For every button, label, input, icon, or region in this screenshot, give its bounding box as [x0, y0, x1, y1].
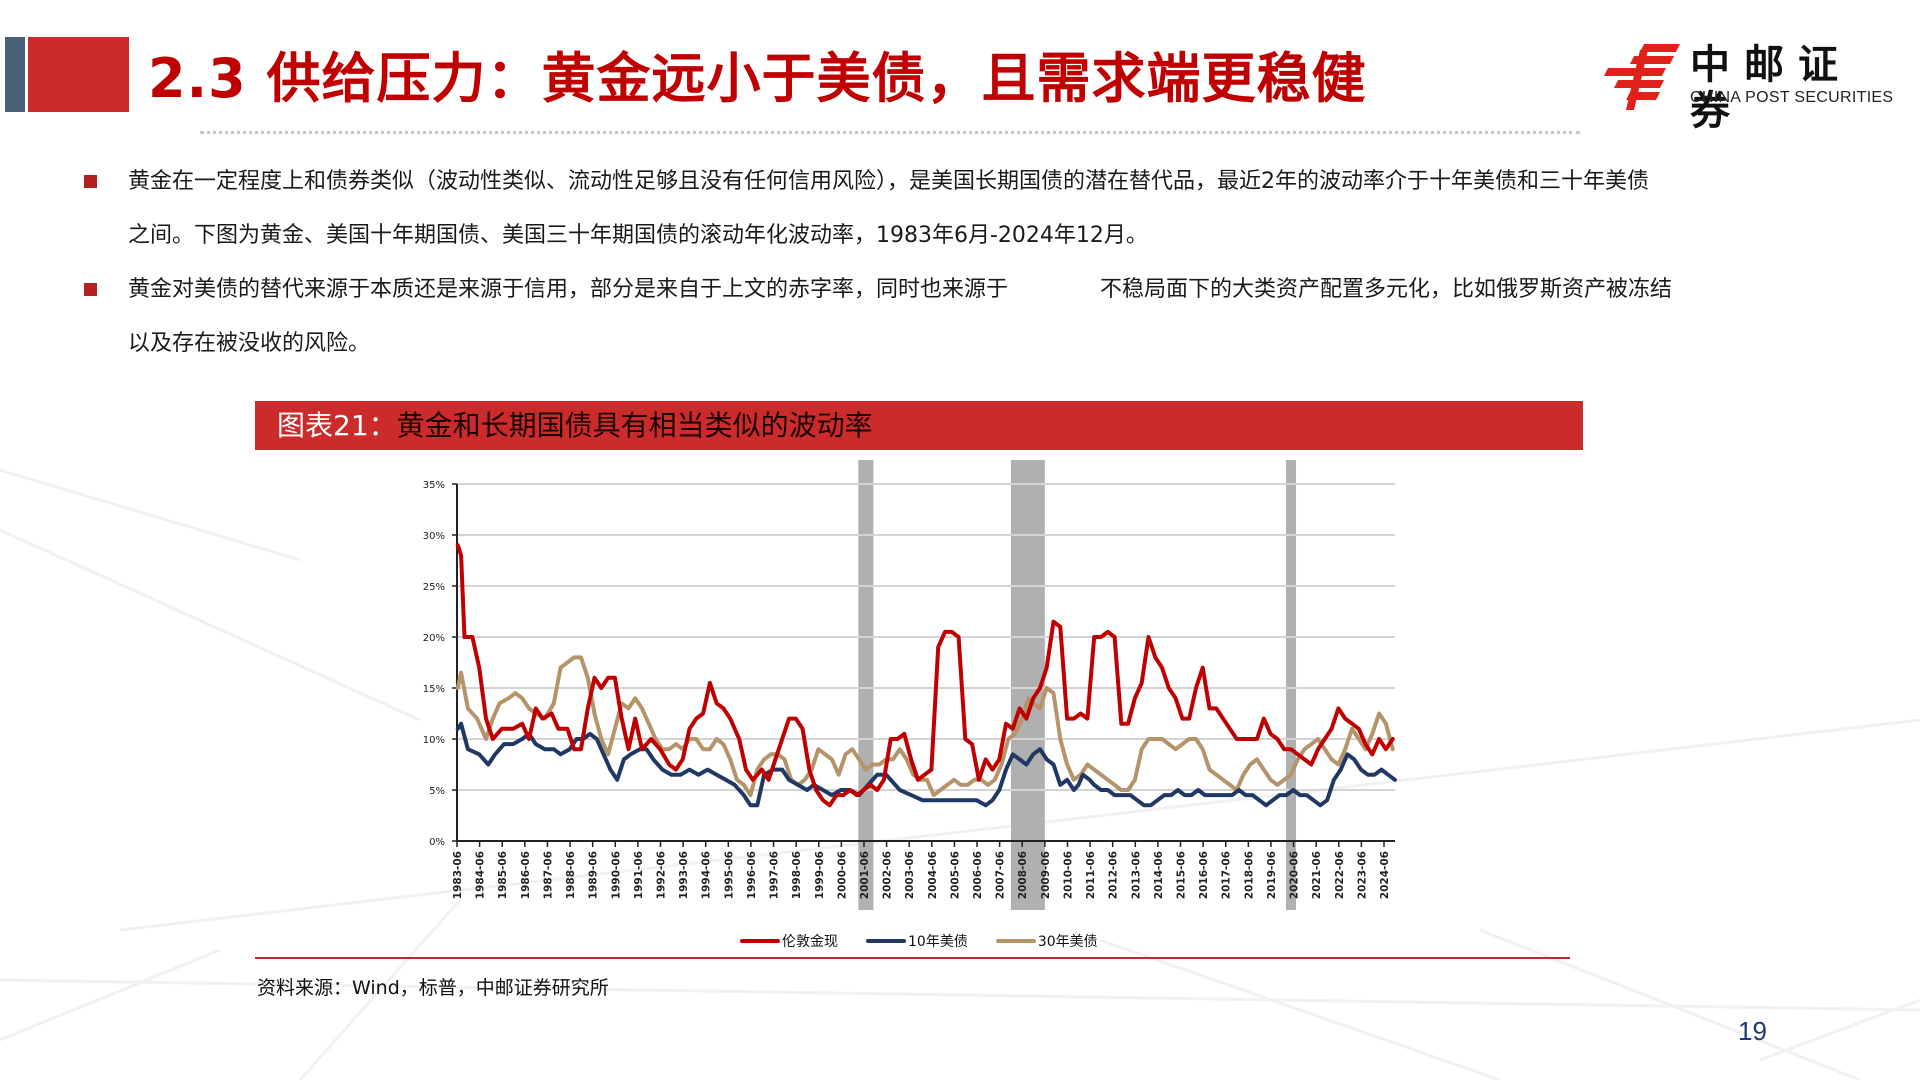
y-tick-label: 15%	[423, 684, 445, 695]
x-tick-label: 2023-06	[1356, 851, 1368, 899]
x-tick-label: 2006-06	[972, 851, 984, 899]
y-tick-label: 35%	[423, 480, 445, 491]
y-tick-label: 0%	[429, 837, 445, 848]
figure-label: 图表21：	[277, 409, 397, 442]
china-post-logo-icon	[1604, 44, 1680, 110]
x-tick-label: 2020-06	[1289, 851, 1301, 899]
x-tick-label: 2019-06	[1266, 851, 1278, 899]
x-tick-label: 2016-06	[1198, 851, 1210, 899]
y-tick-label: 20%	[423, 633, 445, 644]
x-tick-label: 1997-06	[769, 851, 781, 899]
y-tick-label: 10%	[423, 735, 445, 746]
section-marker-block	[28, 37, 129, 112]
figure-header: 图表21：黄金和长期国债具有相当类似的波动率	[255, 401, 1583, 450]
recession-band	[1286, 460, 1297, 910]
bullet-item: 黄金在一定程度上和债券类似（波动性类似、流动性足够且没有任何信用风险），是美国长…	[80, 155, 1840, 263]
y-tick-label: 5%	[429, 786, 445, 797]
bullet-text-line: 黄金在一定程度上和债券类似（波动性类似、流动性足够且没有任何信用风险），是美国长…	[128, 169, 1650, 194]
x-tick-label: 1992-06	[655, 851, 667, 899]
x-tick-label: 2000-06	[836, 851, 848, 899]
x-tick-label: 1993-06	[678, 851, 690, 899]
bullet-text-line: 黄金对美债的替代来源于本质还是来源于信用，部分是来自于上文的赤字率，同时也来源于…	[128, 277, 1673, 302]
x-tick-label: 1984-06	[475, 851, 487, 899]
series-line-1	[455, 721, 1397, 808]
x-tick-label: 1996-06	[746, 851, 758, 899]
legend-item-gold: 伦敦金现	[740, 931, 838, 951]
x-tick-label: 2005-06	[949, 851, 961, 899]
bullet-square-icon	[84, 283, 97, 296]
section-accent-bar	[5, 37, 25, 112]
x-tick-label: 1991-06	[633, 851, 645, 899]
brand-name-en: CHINA POST SECURITIES	[1690, 89, 1894, 106]
x-tick-label: 1994-06	[701, 851, 713, 899]
x-tick-label: 1986-06	[520, 851, 532, 899]
x-tick-label: 2013-06	[1130, 851, 1142, 899]
page-number: 19	[1738, 1016, 1767, 1046]
bullet-item: 黄金对美债的替代来源于本质还是来源于信用，部分是来自于上文的赤字率，同时也来源于…	[80, 263, 1840, 371]
title-divider	[200, 131, 1580, 134]
x-tick-label: 1988-06	[565, 851, 577, 899]
x-tick-label: 2015-06	[1176, 851, 1188, 899]
bullet-square-icon	[84, 175, 97, 188]
legend-swatch	[740, 939, 780, 943]
x-tick-label: 1985-06	[497, 851, 509, 899]
brand-logo: 中邮证券 CHINA POST SECURITIES	[1604, 40, 1894, 134]
figure-bottom-rule	[255, 957, 1570, 959]
figure-title: 黄金和长期国债具有相当类似的波动率	[396, 409, 873, 442]
legend-swatch	[866, 939, 906, 943]
x-tick-label: 2017-06	[1221, 851, 1233, 899]
source-note: 资料来源：Wind，标普，中邮证券研究所	[257, 977, 609, 999]
x-tick-label: 2014-06	[1153, 851, 1165, 899]
bullet-text-line: 以及存在被没收的风险。	[128, 331, 371, 356]
recession-band	[858, 460, 874, 910]
x-tick-label: 2001-06	[859, 851, 871, 899]
x-tick-label: 2012-06	[1108, 851, 1120, 899]
x-tick-label: 1990-06	[610, 851, 622, 899]
x-tick-label: 1983-06	[452, 851, 464, 899]
x-tick-label: 2021-06	[1311, 851, 1323, 899]
x-tick-label: 2024-06	[1379, 851, 1391, 899]
x-tick-label: 2002-06	[882, 851, 894, 899]
x-tick-label: 2009-06	[1040, 851, 1052, 899]
y-tick-label: 25%	[423, 582, 445, 593]
x-tick-label: 1989-06	[588, 851, 600, 899]
volatility-line-chart: 0% 5% 10% 15% 20% 25% 30% 35% 1983-06 1984-06 1985…	[423, 460, 1397, 910]
x-tick-label: 2022-06	[1334, 851, 1346, 899]
page-title: 2.3 供给压力：黄金远小于美债，且需求端更稳健	[148, 47, 1367, 110]
series-line-0	[455, 543, 1395, 808]
x-tick-label: 2008-06	[1017, 851, 1029, 899]
y-tick-label: 30%	[423, 531, 445, 542]
x-tick-label: 2003-06	[904, 851, 916, 899]
x-tick-label: 1998-06	[791, 851, 803, 899]
legend-item-10y: 10年美债	[866, 931, 968, 951]
chart-legend: 伦敦金现 10年美债 30年美债	[740, 928, 1098, 954]
x-tick-label: 2018-06	[1243, 851, 1255, 899]
brand-name-cn: 中邮证券	[1690, 42, 1852, 134]
bullet-list: 黄金在一定程度上和债券类似（波动性类似、流动性足够且没有任何信用风险），是美国长…	[80, 155, 1840, 371]
x-tick-label: 2010-06	[1062, 851, 1074, 899]
x-tick-label: 1995-06	[723, 851, 735, 899]
x-tick-label: 1987-06	[542, 851, 554, 899]
x-tick-label: 2011-06	[1085, 851, 1097, 899]
bullet-text-line: 之间。下图为黄金、美国十年期国债、美国三十年期国债的滚动年化波动率，1983年6…	[128, 223, 1148, 248]
legend-swatch	[995, 939, 1036, 943]
legend-item-30y: 30年美债	[995, 931, 1098, 951]
x-tick-label: 1999-06	[814, 851, 826, 899]
x-tick-label: 2007-06	[995, 851, 1007, 899]
x-tick-label: 2004-06	[927, 851, 939, 899]
